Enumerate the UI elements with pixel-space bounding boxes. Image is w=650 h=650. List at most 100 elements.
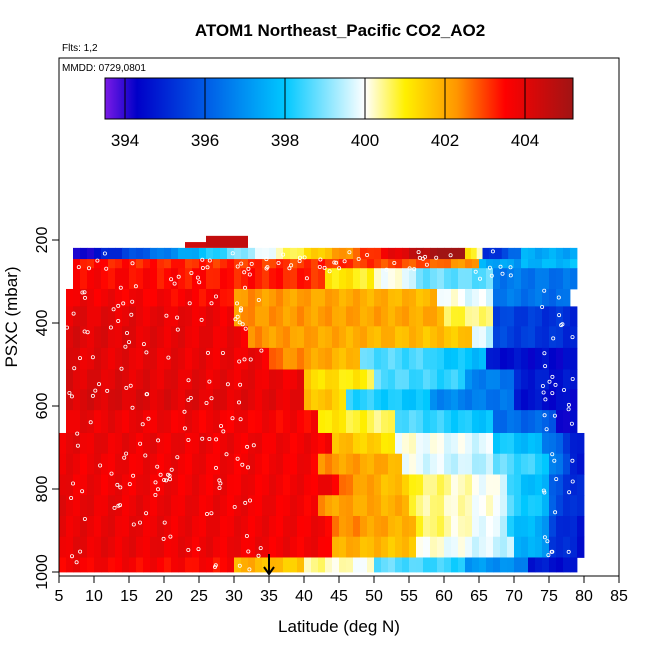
heatmap-cell [479, 495, 487, 517]
heatmap-cell [482, 247, 490, 260]
heatmap-cell [500, 432, 508, 455]
sample-dot [220, 350, 225, 355]
heatmap-cell [101, 389, 109, 411]
heatmap-cell [577, 453, 585, 475]
heatmap-cell [430, 536, 438, 558]
heatmap-cell [563, 432, 571, 455]
sample-dot [116, 318, 121, 323]
heatmap-cell [227, 306, 235, 327]
heatmap-cell [395, 536, 403, 558]
sample-dot [118, 485, 123, 490]
x-tick-label: 30 [225, 588, 243, 605]
heatmap-cell [542, 288, 550, 307]
heatmap-cell [276, 369, 284, 390]
heatmap-cell [549, 347, 557, 370]
heatmap-cell [416, 432, 424, 455]
heatmap-cell [325, 347, 333, 370]
heatmap-cell [549, 389, 557, 411]
heatmap-cell [311, 536, 319, 558]
heatmap-cell [213, 453, 221, 475]
heatmap-cell [185, 389, 193, 411]
heatmap-cell [514, 347, 522, 370]
sample-dot [214, 437, 219, 442]
heatmap-cell [234, 557, 242, 573]
sample-dot [70, 554, 75, 559]
heatmap-cell [157, 326, 165, 349]
heatmap-cell [87, 432, 95, 455]
heatmap-cell [304, 288, 312, 307]
heatmap-cell [535, 453, 543, 475]
heatmap-cell [535, 326, 543, 349]
x-axis-label: Latitude (deg N) [278, 617, 400, 636]
heatmap-cell [150, 495, 158, 517]
heatmap-cell [437, 369, 445, 390]
heatmap-cell [318, 247, 326, 260]
heatmap-cell [73, 326, 81, 349]
heatmap-cell [122, 557, 130, 573]
heatmap-cell [297, 515, 305, 538]
heatmap-cell [94, 474, 102, 496]
sample-dot [213, 465, 218, 470]
y-tick-label: 800 [34, 476, 51, 503]
heatmap-cell [241, 536, 249, 558]
heatmap-cell [367, 268, 375, 290]
heatmap-cell [248, 268, 256, 290]
heatmap-cell [339, 326, 347, 349]
heatmap-cell [206, 432, 214, 455]
heatmap-cell [381, 369, 389, 390]
heatmap-cell [276, 389, 284, 411]
heatmap-cell [101, 288, 109, 307]
heatmap-cell [199, 474, 207, 496]
heatmap-cell [311, 306, 319, 327]
heatmap-cell [150, 259, 158, 269]
heatmap-cell [101, 247, 109, 260]
heatmap-cell [430, 515, 438, 538]
heatmap-cell [381, 347, 389, 370]
heatmap-cell [367, 369, 375, 390]
heatmap-cell [129, 474, 137, 496]
heatmap-cell [346, 389, 354, 411]
x-tick-label: 10 [85, 588, 103, 605]
heatmap-cell [199, 515, 207, 538]
sample-dot [570, 376, 575, 381]
sample-dot [205, 265, 210, 270]
sample-dot [356, 256, 361, 261]
heatmap-cell [521, 389, 529, 411]
heatmap-cell [465, 259, 473, 269]
heatmap-cell [290, 453, 298, 475]
heatmap-cell [150, 326, 158, 349]
heatmap-cell [465, 432, 473, 455]
sample-dot [541, 390, 546, 395]
heatmap-cell [290, 432, 298, 455]
heatmap-cell [367, 432, 375, 455]
heatmap-cell [171, 259, 179, 269]
heatmap-cell [472, 347, 480, 370]
heatmap-cell [423, 306, 431, 327]
heatmap-cell [227, 288, 235, 307]
heatmap-cell [129, 268, 137, 290]
heatmap-cell [346, 347, 354, 370]
heatmap-cell [80, 259, 88, 269]
heatmap-cell [157, 347, 165, 370]
heatmap-cell [563, 536, 571, 558]
sample-dot [560, 322, 565, 327]
heatmap-cell [164, 557, 172, 573]
heatmap-cell [367, 515, 375, 538]
heatmap-cell [171, 495, 179, 517]
colorbar-tick-label: 402 [431, 131, 459, 150]
heatmap-cell [290, 557, 298, 573]
heatmap-cell [150, 557, 158, 573]
sample-dot [156, 438, 161, 443]
heatmap-cell [360, 515, 368, 538]
sample-dot [217, 478, 222, 483]
heatmap-cell [283, 326, 291, 349]
heatmap-cell [283, 288, 291, 307]
heatmap-cell [528, 326, 536, 349]
heatmap-cell [248, 515, 256, 538]
heatmap-cell [241, 268, 249, 290]
heatmap-cell [171, 432, 179, 455]
heatmap-cell [388, 453, 396, 475]
heatmap-cell [213, 536, 221, 558]
sample-dot [144, 511, 149, 516]
